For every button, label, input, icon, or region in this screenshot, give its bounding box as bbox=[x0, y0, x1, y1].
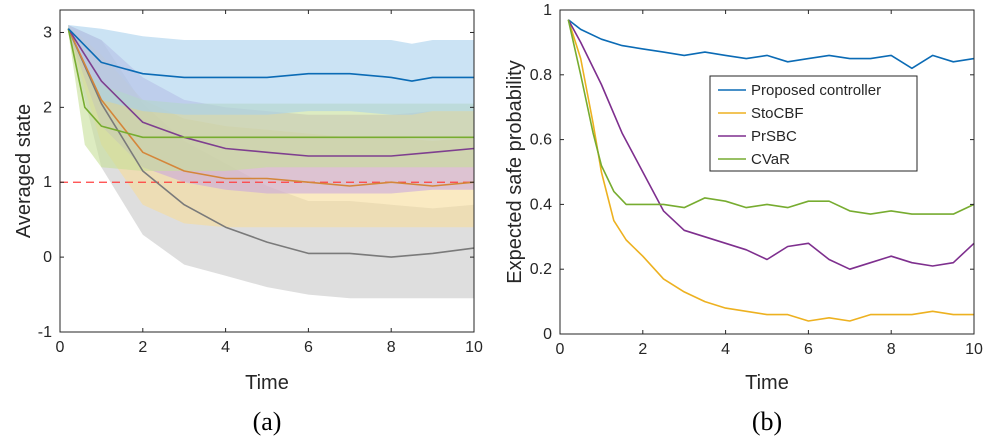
series-line-green bbox=[67, 28, 474, 139]
x-tick-label: 6 bbox=[304, 339, 313, 356]
y-tick-label: 0 bbox=[543, 326, 552, 343]
panel-b-legend: Proposed controller StoCBF PrSBC CVaR bbox=[709, 75, 918, 172]
x-tick-label: 0 bbox=[56, 339, 65, 356]
y-tick-label: 1 bbox=[43, 174, 52, 191]
x-tick-label: 10 bbox=[965, 341, 983, 358]
band-gray bbox=[68, 25, 475, 299]
panel-a-caption: (a) bbox=[253, 407, 282, 436]
x-tick-label: 8 bbox=[387, 339, 396, 356]
x-tick-label: 2 bbox=[638, 341, 647, 358]
panel-b-xticks: 0 2 4 6 8 10 bbox=[556, 10, 983, 358]
panel-b-lines bbox=[567, 19, 975, 322]
y-tick-label: 3 bbox=[43, 24, 52, 41]
panel-a-ylabel: Averaged state bbox=[13, 104, 35, 238]
x-tick-label: 0 bbox=[556, 341, 565, 358]
legend-label-cvar: CVaR bbox=[751, 151, 790, 168]
y-tick-label: 1 bbox=[543, 2, 552, 19]
series-line-purple bbox=[67, 28, 475, 157]
legend-box bbox=[709, 75, 918, 172]
band-blue bbox=[68, 25, 475, 115]
panel-b-safe-probability: 0 2 4 6 8 10 0 0.2 0.4 0.6 0.8 1 Time Expected saf… bbox=[504, 2, 983, 436]
y-tick-label: 0 bbox=[43, 249, 52, 266]
legend-label-stocbf: StoCBF bbox=[751, 105, 804, 122]
series-line-cvar bbox=[567, 19, 975, 215]
y-tick-label: 0.8 bbox=[530, 67, 552, 84]
y-tick-label: 0.2 bbox=[530, 261, 552, 278]
panel-b-xlabel: Time bbox=[745, 372, 789, 394]
x-tick-label: 2 bbox=[138, 339, 147, 356]
panel-b-ylabel: Expected safe probability bbox=[504, 60, 526, 283]
y-tick-label: 0.4 bbox=[530, 196, 552, 213]
panel-b-yticks: 0 0.2 0.4 0.6 0.8 1 bbox=[530, 2, 974, 343]
series-line-stocbf bbox=[567, 19, 974, 322]
panel-a-xticks: 0 2 4 6 8 10 bbox=[56, 10, 483, 356]
y-tick-label: 2 bbox=[43, 99, 52, 116]
series-line-orange bbox=[67, 28, 475, 187]
y-tick-label: 0.6 bbox=[530, 132, 552, 149]
panel-a-lines bbox=[67, 28, 475, 258]
panel-a-bands bbox=[68, 25, 475, 299]
x-tick-label: 8 bbox=[887, 341, 896, 358]
series-line-proposed-controller bbox=[567, 19, 975, 70]
series-line-gray bbox=[67, 28, 475, 258]
series-line-prsbc bbox=[567, 19, 975, 271]
x-tick-label: 4 bbox=[221, 339, 230, 356]
panel-a-axes-box bbox=[59, 9, 475, 333]
panel-b-axes-box bbox=[559, 9, 975, 335]
band-green bbox=[68, 25, 475, 171]
series-line-blue bbox=[67, 28, 474, 82]
x-tick-label: 4 bbox=[721, 341, 730, 358]
panel-b-plot-area bbox=[560, 10, 974, 334]
panel-a-yticks: -1 0 1 2 3 bbox=[38, 24, 474, 341]
legend-label-prsbc: PrSBC bbox=[751, 128, 797, 145]
panel-a-xlabel: Time bbox=[245, 372, 289, 394]
legend-label-proposed: Proposed controller bbox=[751, 82, 881, 99]
x-tick-label: 10 bbox=[465, 339, 483, 356]
x-tick-label: 6 bbox=[804, 341, 813, 358]
panel-b-caption: (b) bbox=[752, 407, 782, 436]
y-tick-label: -1 bbox=[38, 324, 52, 341]
